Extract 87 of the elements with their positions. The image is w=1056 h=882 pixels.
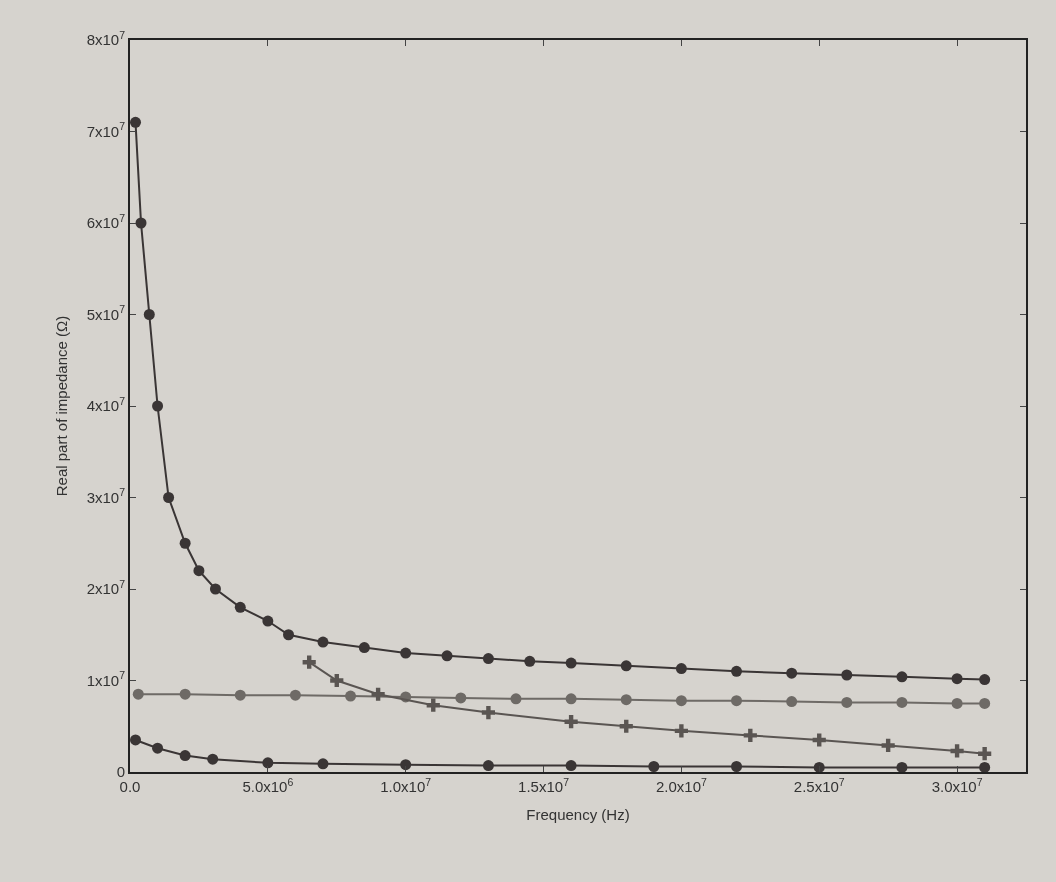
point <box>482 760 494 772</box>
point <box>896 671 908 683</box>
point <box>152 742 164 754</box>
point <box>731 665 743 677</box>
y-tick-label: 0 <box>116 763 125 781</box>
point <box>620 694 632 706</box>
point <box>978 747 992 761</box>
point <box>813 761 825 772</box>
point <box>289 689 301 701</box>
point <box>317 758 329 770</box>
x-tick-label: 2.0x10$^{7}$ <box>655 775 707 795</box>
point <box>179 537 191 549</box>
point <box>510 693 522 705</box>
y-tick-label: 7x10$^{7}$ <box>86 120 126 140</box>
x-tick-label: 2.5x10$^{7}$ <box>793 775 845 795</box>
point <box>135 217 147 229</box>
point <box>841 696 853 708</box>
point <box>675 695 687 707</box>
point <box>951 697 963 709</box>
point <box>731 761 743 772</box>
x-tick-label: 0.0 <box>119 778 141 795</box>
point <box>675 663 687 675</box>
point <box>179 750 191 762</box>
point <box>620 660 632 672</box>
point <box>812 733 826 747</box>
x-tick-label: 1.0x10$^{7}$ <box>380 775 432 795</box>
point <box>441 650 453 662</box>
point <box>481 705 495 720</box>
y-tick-label: 1x10$^{7}$ <box>86 669 126 689</box>
point <box>786 667 798 679</box>
y-axis-title: Real part of impedance (Ω) <box>53 315 71 497</box>
point <box>896 696 908 708</box>
point <box>896 761 908 772</box>
y-tick-label: 3x10$^{7}$ <box>86 486 126 506</box>
point <box>234 689 246 701</box>
point <box>979 674 991 686</box>
x-tick-label: 5.0x10$^{6}$ <box>242 775 294 795</box>
point <box>426 698 440 712</box>
point <box>193 565 205 577</box>
point <box>731 695 743 707</box>
point <box>330 673 344 688</box>
point <box>400 647 412 659</box>
y-tick-label: 8x10$^{7}$ <box>86 28 126 49</box>
point <box>283 629 295 641</box>
point <box>371 687 385 701</box>
point <box>163 492 175 503</box>
point <box>786 696 798 708</box>
point <box>455 692 467 704</box>
point <box>207 753 219 765</box>
y-tick-label: 2x10$^{7}$ <box>86 577 126 598</box>
point <box>524 655 536 667</box>
x-tick-label: 3.0x10$^{7}$ <box>931 775 983 795</box>
point <box>302 655 316 669</box>
x-axis-title: Frequency (Hz) <box>526 805 630 823</box>
point <box>143 309 155 320</box>
point <box>345 690 357 702</box>
point <box>979 761 991 772</box>
point <box>317 636 329 648</box>
point <box>950 744 964 758</box>
y-tick-label: 6x10$^{7}$ <box>86 211 126 232</box>
point <box>841 669 853 681</box>
point <box>881 738 895 753</box>
y-tick-label: 5x10$^{7}$ <box>86 303 126 323</box>
point <box>152 400 164 412</box>
point <box>400 759 412 771</box>
point <box>234 601 246 613</box>
point <box>619 719 633 733</box>
point <box>979 697 991 709</box>
point <box>132 688 144 700</box>
point <box>564 715 578 729</box>
point <box>130 734 142 746</box>
point <box>674 724 688 738</box>
y-tick-label: 4x10$^{7}$ <box>86 394 126 415</box>
point <box>565 657 577 669</box>
point <box>130 116 142 128</box>
point <box>565 760 577 772</box>
point <box>743 728 757 742</box>
point <box>648 761 660 772</box>
point <box>565 693 577 705</box>
point <box>209 583 221 595</box>
point <box>179 688 191 700</box>
point <box>482 653 494 665</box>
point <box>358 642 370 654</box>
x-tick-label: 1.5x10$^{7}$ <box>518 775 570 795</box>
point <box>262 757 274 769</box>
point <box>951 673 963 685</box>
point <box>262 615 274 627</box>
